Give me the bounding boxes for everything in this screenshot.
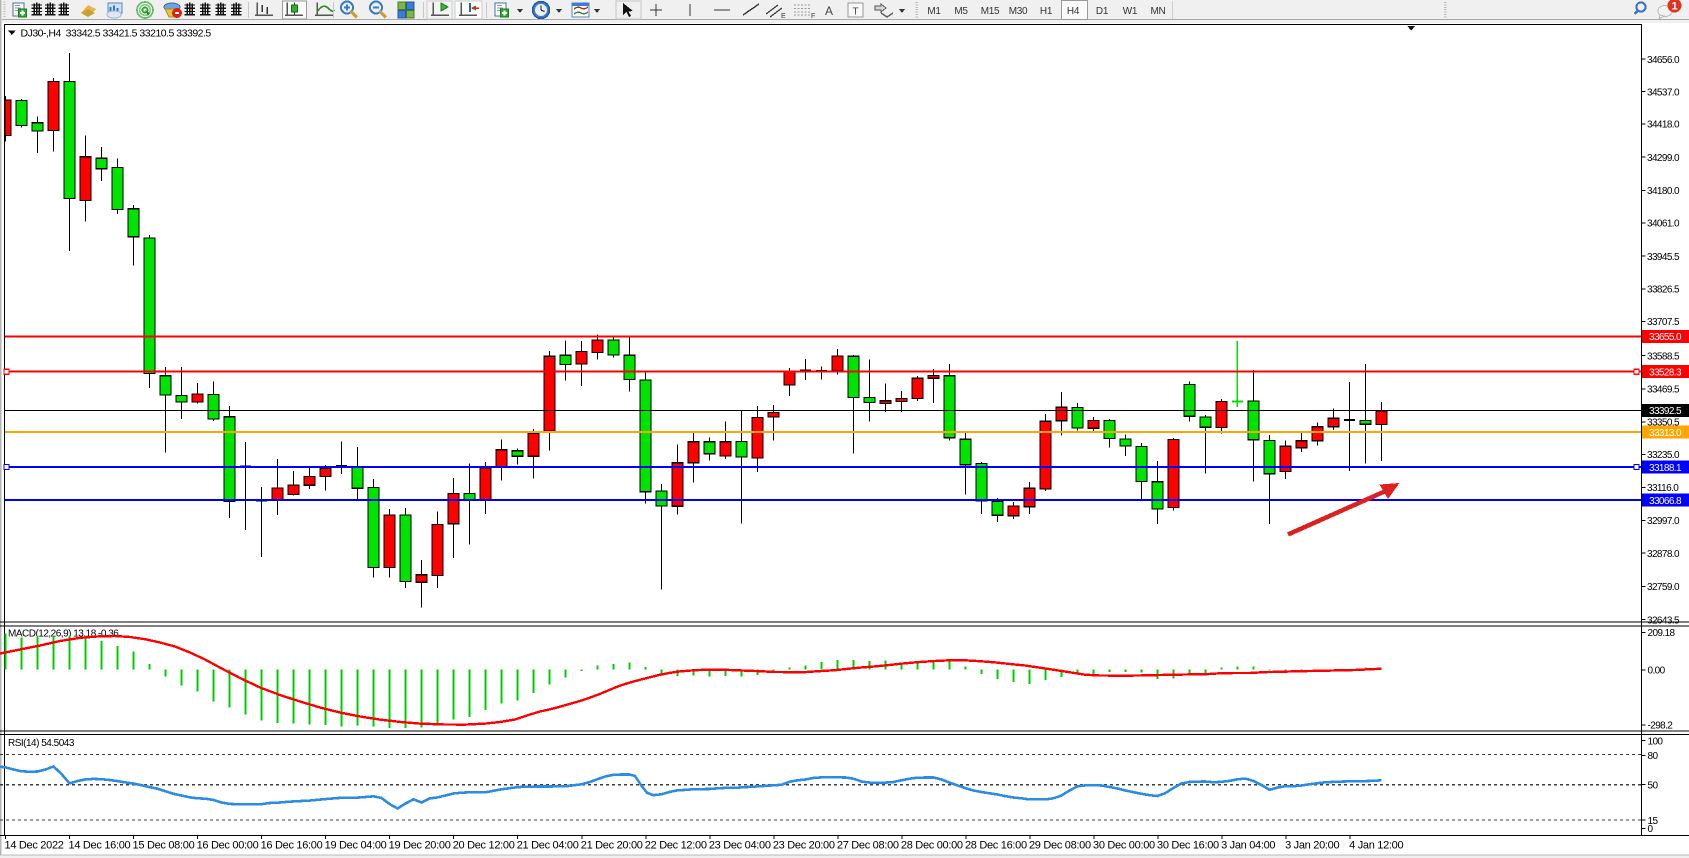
svg-text:32878.0: 32878.0 xyxy=(1647,549,1680,560)
svg-text:50: 50 xyxy=(1648,780,1659,791)
svg-text:33116.0: 33116.0 xyxy=(1647,483,1679,494)
svg-text:34537.0: 34537.0 xyxy=(1647,87,1680,98)
svg-text:16 Dec 16:00: 16 Dec 16:00 xyxy=(261,840,323,852)
svg-text:16 Dec 00:00: 16 Dec 00:00 xyxy=(197,840,259,852)
svg-text:3 Jan 20:00: 3 Jan 20:00 xyxy=(1285,840,1339,852)
svg-text:20 Dec 12:00: 20 Dec 12:00 xyxy=(453,840,515,852)
svg-text:33235.0: 33235.0 xyxy=(1647,450,1680,461)
svg-text:22 Dec 12:00: 22 Dec 12:00 xyxy=(645,840,707,852)
svg-text:0: 0 xyxy=(1648,824,1654,835)
svg-text:33066.8: 33066.8 xyxy=(1649,496,1682,507)
svg-text:30 Dec 00:00: 30 Dec 00:00 xyxy=(1093,840,1155,852)
svg-text:21 Dec 04:00: 21 Dec 04:00 xyxy=(517,840,579,852)
svg-text:4 Jan 12:00: 4 Jan 12:00 xyxy=(1349,840,1403,852)
svg-text:34656.0: 34656.0 xyxy=(1647,55,1680,66)
svg-text:32643.5: 32643.5 xyxy=(1647,615,1680,626)
svg-text:33707.5: 33707.5 xyxy=(1647,317,1680,328)
svg-text:209.18: 209.18 xyxy=(1648,628,1676,639)
svg-text:34299.0: 34299.0 xyxy=(1647,153,1680,164)
svg-text:RSI(14) 54.5043: RSI(14) 54.5043 xyxy=(8,738,75,749)
svg-text:21 Dec 20:00: 21 Dec 20:00 xyxy=(581,840,643,852)
svg-text:15: 15 xyxy=(1648,816,1659,827)
svg-text:27 Dec 08:00: 27 Dec 08:00 xyxy=(837,840,899,852)
svg-text:F: F xyxy=(811,13,815,20)
svg-text:-298.2: -298.2 xyxy=(1648,721,1674,732)
svg-text:34418.0: 34418.0 xyxy=(1647,120,1680,131)
svg-text:80: 80 xyxy=(1648,751,1659,762)
svg-text:23 Dec 04:00: 23 Dec 04:00 xyxy=(709,840,771,852)
svg-text:33588.5: 33588.5 xyxy=(1647,351,1680,362)
svg-text:33313.0: 33313.0 xyxy=(1649,428,1682,439)
svg-text:33188.1: 33188.1 xyxy=(1649,463,1682,474)
svg-text:32759.0: 32759.0 xyxy=(1647,582,1680,593)
svg-text:D1: D1 xyxy=(1096,6,1109,17)
svg-text:A: A xyxy=(825,4,833,18)
svg-text:30 Dec 16:00: 30 Dec 16:00 xyxy=(1157,840,1219,852)
svg-text:19 Dec 04:00: 19 Dec 04:00 xyxy=(325,840,387,852)
svg-text:33655.0: 33655.0 xyxy=(1649,332,1682,343)
svg-text:1: 1 xyxy=(1671,1,1677,13)
svg-text:MACD(12,26,9) 13.18 -0.36: MACD(12,26,9) 13.18 -0.36 xyxy=(8,629,119,640)
svg-text:34180.0: 34180.0 xyxy=(1647,186,1680,197)
svg-text:28 Dec 16:00: 28 Dec 16:00 xyxy=(965,840,1027,852)
svg-text:M30: M30 xyxy=(1009,6,1028,17)
svg-text:MN: MN xyxy=(1151,6,1166,17)
svg-text:3 Jan 04:00: 3 Jan 04:00 xyxy=(1221,840,1275,852)
svg-text:33469.5: 33469.5 xyxy=(1647,385,1680,396)
svg-text:19 Dec 20:00: 19 Dec 20:00 xyxy=(389,840,451,852)
svg-text:32997.0: 32997.0 xyxy=(1647,516,1680,527)
svg-text:DJ30-,H4 33342.5 33421.5 3321: DJ30-,H4 33342.5 33421.5 33210.5 33392.5 xyxy=(21,28,212,40)
svg-text:100: 100 xyxy=(1648,736,1664,747)
svg-text:33528.3: 33528.3 xyxy=(1649,368,1682,379)
svg-text:W1: W1 xyxy=(1123,6,1138,17)
svg-text:28 Dec 00:00: 28 Dec 00:00 xyxy=(901,840,963,852)
svg-text:E: E xyxy=(781,13,786,20)
svg-text:14 Dec 2022: 14 Dec 2022 xyxy=(5,840,64,852)
svg-text:33945.5: 33945.5 xyxy=(1647,252,1680,263)
svg-text:34061.0: 34061.0 xyxy=(1647,219,1680,230)
svg-text:23 Dec 20:00: 23 Dec 20:00 xyxy=(773,840,835,852)
svg-text:M5: M5 xyxy=(954,6,968,17)
svg-text:14 Dec 16:00: 14 Dec 16:00 xyxy=(69,840,131,852)
svg-text:M1: M1 xyxy=(927,6,941,17)
svg-text:33350.5: 33350.5 xyxy=(1647,418,1680,429)
svg-text:H1: H1 xyxy=(1040,6,1053,17)
svg-text:33826.5: 33826.5 xyxy=(1647,285,1680,296)
svg-text:0.00: 0.00 xyxy=(1648,666,1666,677)
svg-text:M15: M15 xyxy=(981,6,1000,17)
svg-text:15 Dec 08:00: 15 Dec 08:00 xyxy=(133,840,195,852)
svg-text:33392.5: 33392.5 xyxy=(1649,406,1682,417)
svg-text:H4: H4 xyxy=(1067,6,1080,17)
svg-text:29 Dec 08:00: 29 Dec 08:00 xyxy=(1029,840,1091,852)
svg-text:T: T xyxy=(853,7,859,18)
